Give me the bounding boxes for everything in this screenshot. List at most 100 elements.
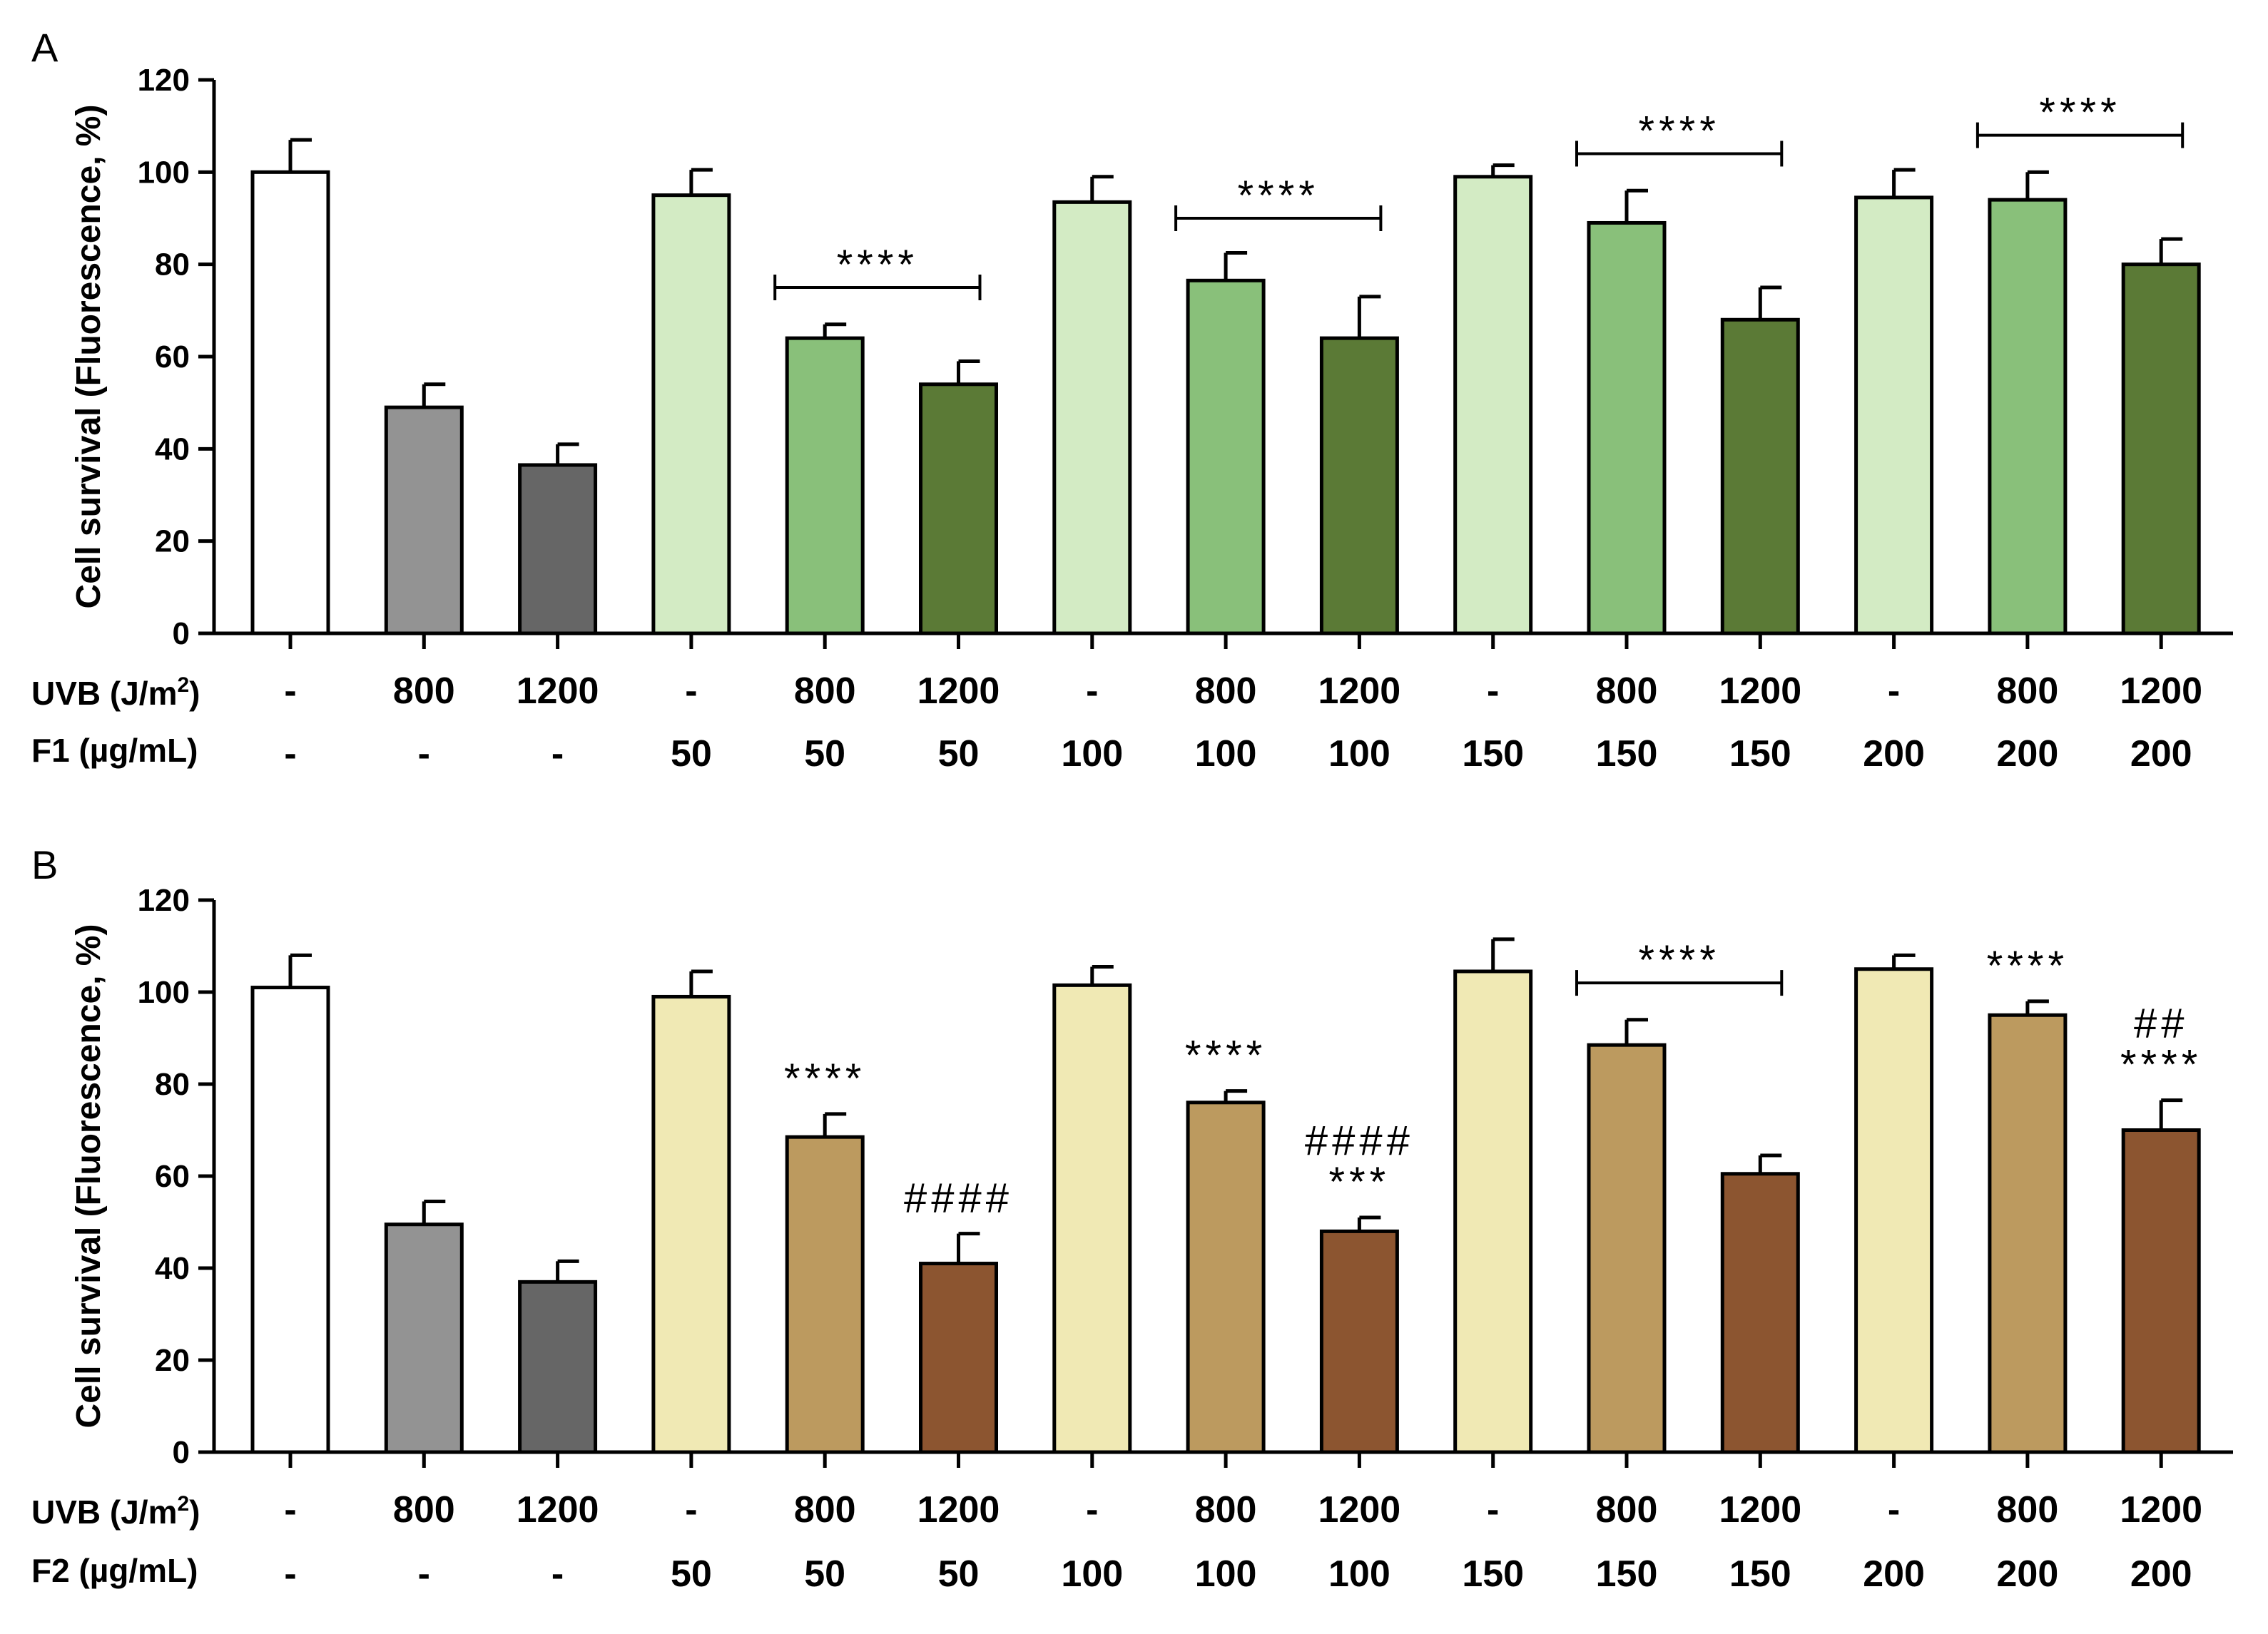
fraction-conc-label: - — [551, 1553, 564, 1595]
y-tick-label: 20 — [155, 1343, 190, 1378]
bar — [384, 405, 464, 635]
fraction-conc-label: 100 — [1328, 1553, 1390, 1595]
significance-label: **** — [1238, 173, 1319, 219]
fraction-conc-label: - — [284, 733, 296, 775]
y-tick-label: 0 — [173, 1435, 190, 1470]
fraction-conc-label: 100 — [1061, 733, 1123, 775]
bar — [1453, 969, 1533, 1454]
fraction-conc-label: 200 — [1863, 733, 1925, 775]
uvb-dose-label: 1200 — [2120, 1489, 2202, 1531]
bar — [1854, 195, 1934, 635]
bar — [1186, 1101, 1266, 1454]
bar — [785, 336, 865, 635]
significance-label: **** — [2039, 90, 2120, 136]
fraction-conc-label: 100 — [1195, 1553, 1257, 1595]
fraction-conc-label: 50 — [804, 1553, 845, 1595]
uvb-dose-label: - — [284, 1489, 296, 1531]
y-axis-label: Cell survival (Fluorescence, %) — [70, 924, 108, 1429]
fraction-conc-label: 150 — [1462, 1553, 1524, 1595]
y-tick-label: 40 — [155, 432, 190, 466]
uvb-dose-label: - — [1888, 1489, 1900, 1531]
panel-b: B 0 20 40 60 80 100 120 Cell survival (Fluoresce… — [31, 842, 2233, 1595]
y-tick-label: 0 — [173, 616, 190, 651]
bar — [919, 382, 998, 635]
fraction-row-label: F2 (µg/mL) — [31, 1552, 198, 1589]
fraction-conc-label: 50 — [804, 733, 845, 775]
bar — [250, 986, 330, 1454]
fraction-conc-label: 50 — [671, 1553, 712, 1595]
uvb-dose-label: - — [1487, 670, 1499, 712]
uvb-dose-label: 800 — [794, 670, 856, 712]
uvb-dose-label: 1200 — [517, 1489, 599, 1531]
fraction-conc-label: 200 — [2130, 1553, 2192, 1595]
bar — [1453, 175, 1533, 635]
fraction-conc-label: 150 — [1729, 733, 1791, 775]
bar — [518, 1280, 598, 1454]
fraction-conc-label: 150 — [1462, 733, 1524, 775]
panel-letter: B — [31, 842, 58, 887]
uvb-row-label: UVB (J/m2) — [31, 1492, 200, 1531]
bar — [1988, 198, 2068, 635]
significance-label: **** — [1639, 937, 1720, 984]
uvb-dose-label: - — [1888, 670, 1900, 712]
uvb-row-label: UVB (J/m2) — [31, 673, 200, 712]
fraction-conc-label: - — [551, 733, 564, 775]
bar — [1587, 1043, 1667, 1454]
fraction-conc-label: - — [418, 1553, 430, 1595]
uvb-dose-label: 1200 — [2120, 670, 2202, 712]
y-tick-label: 20 — [155, 524, 190, 559]
fraction-conc-label: 200 — [1997, 733, 2059, 775]
fraction-conc-label: 50 — [938, 1553, 980, 1595]
bar — [919, 1262, 998, 1454]
y-tick-label: 80 — [155, 247, 190, 282]
y-tick-label: 100 — [138, 975, 190, 1010]
significance-label: **** — [2120, 1042, 2202, 1088]
bar — [1587, 220, 1667, 635]
bar — [1319, 1229, 1399, 1454]
uvb-dose-label: 1200 — [917, 1489, 1000, 1531]
bar — [1052, 200, 1132, 635]
significance-label: *** — [1329, 1159, 1390, 1205]
bar — [2121, 1128, 2201, 1454]
fraction-conc-label: 100 — [1328, 733, 1390, 775]
y-tick-label: 100 — [138, 155, 190, 190]
bar — [1186, 278, 1266, 635]
bar — [1052, 983, 1132, 1454]
uvb-dose-label: 800 — [1596, 1489, 1658, 1531]
bar — [1854, 967, 1934, 1454]
bar — [250, 170, 330, 635]
y-tick-label: 120 — [138, 883, 190, 918]
uvb-dose-label: - — [685, 670, 697, 712]
bar — [1988, 1013, 2068, 1454]
uvb-dose-label: 800 — [794, 1489, 856, 1531]
bar — [384, 1222, 464, 1454]
uvb-dose-label: 800 — [1195, 670, 1257, 712]
y-tick-label: 40 — [155, 1251, 190, 1286]
fraction-conc-label: 150 — [1729, 1553, 1791, 1595]
y-tick-label: 60 — [155, 339, 190, 374]
fraction-conc-label: 100 — [1195, 733, 1257, 775]
uvb-dose-label: - — [284, 670, 296, 712]
bar — [1720, 1172, 1800, 1454]
uvb-dose-label: 1200 — [1318, 670, 1401, 712]
bar — [518, 463, 598, 635]
y-axis-label: Cell survival (Fluorescence, %) — [70, 105, 108, 609]
panel-letter: A — [31, 25, 59, 70]
fraction-conc-label: 100 — [1061, 1553, 1123, 1595]
bar — [2121, 262, 2201, 635]
fraction-conc-label: - — [284, 1553, 296, 1595]
uvb-dose-label: 1200 — [1719, 670, 1801, 712]
bar — [1319, 336, 1399, 635]
y-tick-label: 60 — [155, 1159, 190, 1194]
y-tick-label: 120 — [138, 63, 190, 98]
significance-label: **** — [1639, 108, 1720, 154]
significance-label: **** — [784, 1056, 865, 1102]
significance-label: #### — [1305, 1118, 1414, 1164]
uvb-dose-label: - — [685, 1489, 697, 1531]
uvb-dose-label: - — [1086, 670, 1098, 712]
significance-label: **** — [1987, 943, 2068, 989]
bar — [651, 994, 731, 1454]
significance-label: #### — [904, 1175, 1013, 1222]
fraction-conc-label: 200 — [1863, 1553, 1925, 1595]
